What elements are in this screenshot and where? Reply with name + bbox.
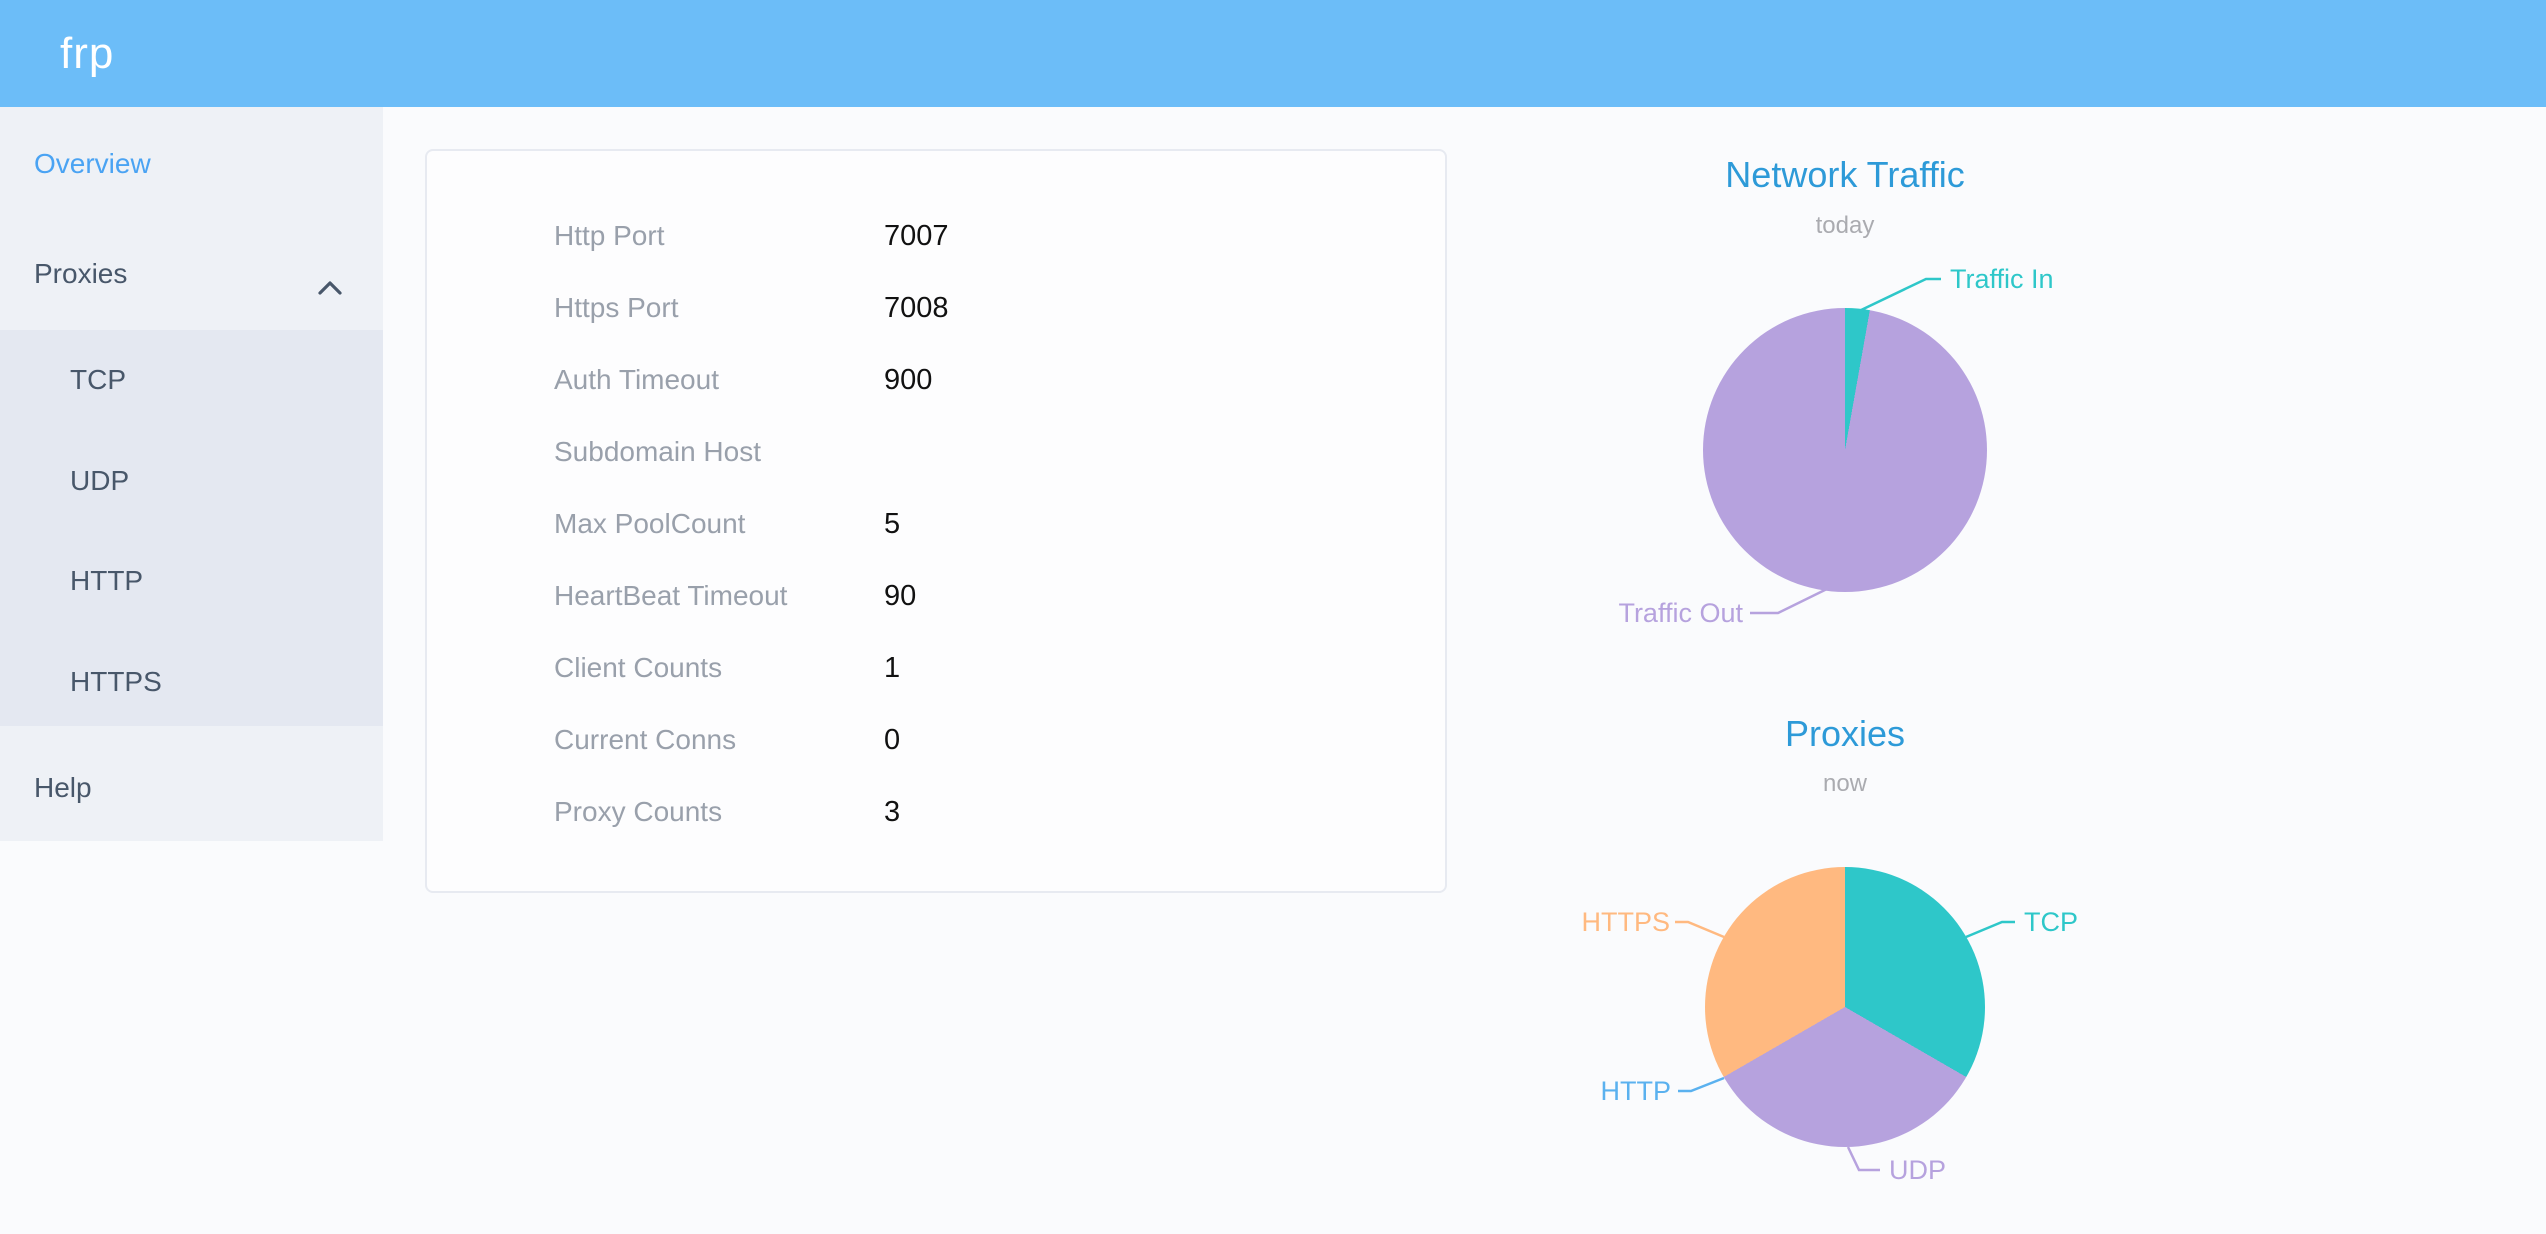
proxies-pie[interactable] [1705,867,1985,1147]
config-value: 7007 [884,219,949,252]
config-label: Subdomain Host [554,436,762,467]
config-label: Http Port [554,220,665,251]
config-label: Auth Timeout [554,364,719,395]
leader-udp [1846,1146,1880,1172]
pie-label-https: HTTPS [1581,907,1670,937]
server-config-card: Http Port 7007 Https Port 7008 Auth Time… [425,149,1447,893]
network-traffic-pie[interactable] [1703,308,1987,592]
sidebar-item-proxies[interactable]: Proxies [0,244,383,304]
sidebar-item-tcp[interactable]: TCP [0,350,383,410]
sidebar-item-label: Help [34,772,92,803]
sidebar-item-label: UDP [70,465,130,496]
leader-http [1678,1076,1725,1093]
config-row-current-conns: Current Conns 0 [427,704,1445,776]
config-value: 900 [884,363,933,396]
proxies-submenu: TCP UDP HTTP HTTPS [0,330,383,726]
config-row-client-counts: Client Counts 1 [427,632,1445,704]
sidebar-item-label: HTTPS [70,666,162,697]
proxies-chart-title: Proxies [1784,713,1906,754]
proxies-chart-subtitle: now [1822,770,1868,797]
pie-label-traffic-in: Traffic In [1950,264,2054,294]
pie-label-udp: UDP [1889,1155,1947,1185]
sidebar-item-https[interactable]: HTTPS [0,652,383,712]
config-row-subdomain-host: Subdomain Host [427,416,1445,488]
sidebar-item-http[interactable]: HTTP [0,551,383,611]
config-value: 3 [884,795,901,828]
sidebar-item-help[interactable]: Help [0,758,383,818]
pie-label-http: HTTP [1600,1076,1672,1106]
config-label: Https Port [554,292,679,323]
config-row-auth-timeout: Auth Timeout 900 [427,344,1445,416]
network-traffic-subtitle: today [1815,212,1875,239]
app-logo: frp [60,28,115,78]
config-row-heartbeat-timeout: HeartBeat Timeout 90 [427,560,1445,632]
config-value: 90 [884,579,917,612]
config-label: Proxy Counts [554,796,723,827]
config-label: Client Counts [554,652,723,683]
config-label: Current Conns [554,724,737,755]
pie-label-tcp: TCP [2024,907,2078,937]
leader-tcp [1965,920,2015,939]
config-value: 0 [884,723,901,756]
pie-label-traffic-out: Traffic Out [1618,598,1743,628]
config-value: 5 [884,507,901,540]
sidebar-item-label: TCP [70,364,126,395]
config-label: HeartBeat Timeout [554,580,788,611]
chevron-up-icon [313,262,347,295]
config-row-max-poolcount: Max PoolCount 5 [427,488,1445,560]
sidebar-item-overview[interactable]: Overview [0,134,383,194]
app-header: frp [0,0,2546,107]
network-traffic-title: Network Traffic [1725,154,1965,195]
config-row-https-port: Https Port 7008 [427,272,1445,344]
config-row-http-port: Http Port 7007 [427,200,1445,272]
leader-traffic-in [1856,277,1941,314]
sidebar: Overview Proxies TCP UDP HTTP HTTPS Help [0,107,383,841]
sidebar-item-label: Proxies [34,258,128,289]
sidebar-item-label: HTTP [70,565,144,596]
leader-https [1675,920,1725,939]
config-row-proxy-counts: Proxy Counts 3 [427,776,1445,848]
sidebar-item-udp[interactable]: UDP [0,451,383,511]
sidebar-item-label: Overview [34,148,151,179]
config-value: 7008 [884,291,949,324]
config-value: 1 [884,651,901,684]
config-label: Max PoolCount [554,508,746,539]
